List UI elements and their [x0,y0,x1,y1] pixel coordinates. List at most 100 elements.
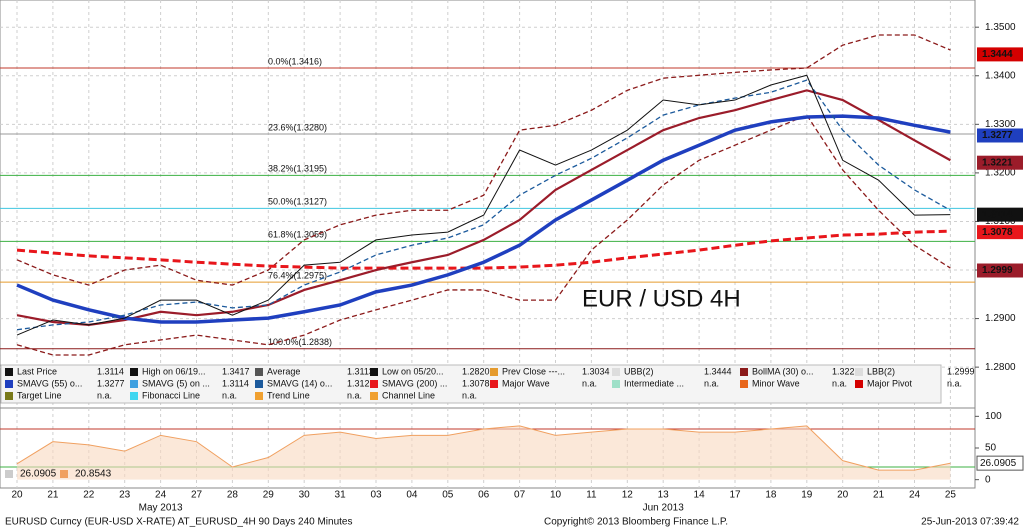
legend-value: n.a. [462,390,477,400]
legend-swatch [5,470,13,478]
legend-swatch [5,392,13,400]
series-line [16,34,951,286]
legend-value: n.a. [347,390,362,400]
legend-name: Fibonacci Line [142,390,200,400]
footer-center: Copyright© 2013 Bloomberg Finance L.P. [544,517,728,528]
legend-swatch [130,380,138,388]
legend-name: Major Wave [502,378,550,388]
fib-label: 100.0%(1.2838) [268,337,332,347]
x-tick-label: 22 [83,490,95,501]
legend-name: Prev Close ---... [502,366,565,376]
x-tick-label: 10 [550,490,562,501]
fib-label: 23.6%(1.3280) [268,122,327,132]
price-box-label: 1.2999 [982,265,1013,276]
footer-left: EURUSD Curncy (EUR-USD X-RATE) AT_EURUSD… [5,517,353,528]
legend-swatch [370,368,378,376]
legend-name: UBB(2) [624,366,654,376]
legend-value: 1.3123 [347,378,375,388]
legend-value: 1.3444 [704,366,732,376]
legend-name: SMAVG (14) o... [267,378,332,388]
x-tick-label: 30 [299,490,311,501]
legend-swatch [255,380,263,388]
x-tick-label: 31 [335,490,347,501]
month-label: May 2013 [139,503,183,514]
legend-name: Last Price [17,366,57,376]
legend-value: 1.3114 [97,366,124,376]
legend-value: n.a. [832,378,847,388]
x-tick-label: 23 [119,490,131,501]
legend-name: Minor Wave [752,378,800,388]
series-line [16,425,951,471]
x-tick-label: 21 [873,490,885,501]
price-box-label: 1.3114 [982,209,1012,220]
legend-name: High on 06/19... [142,366,206,376]
x-tick-label: 06 [478,490,490,501]
footer-right: 25-Jun-2013 07:39:42 [921,517,1019,528]
legend-swatch [490,368,498,376]
price-box [977,47,1023,62]
legend-value: 1.3034 [582,366,610,376]
y-tick-label: 1.2900 [985,313,1016,324]
fib-label: 50.0%(1.3127) [268,197,327,207]
legend-swatch [5,380,13,388]
x-tick-label: 20 [837,490,849,501]
legend-name: Major Pivot [867,378,913,388]
y-tick-label: 1.3400 [985,70,1016,81]
legend-value: 1.3114 [222,378,249,388]
fib-label: 38.2%(1.3195) [268,164,327,174]
y-tick-label: 1.3300 [985,119,1016,130]
x-tick-label: 11 [586,490,597,501]
legend-name: SMAVG (5) on ... [142,378,210,388]
legend-name: Intermediate ... [624,378,684,388]
x-tick-label: 17 [729,490,741,501]
legend-name: Trend Line [267,390,310,400]
legend-value: n.a. [704,378,719,388]
x-tick-label: 27 [191,490,203,501]
legend-swatch [612,368,620,376]
legend-value: n.a. [222,390,237,400]
osc-box-label: 26.0905 [980,458,1017,469]
y-tick-label: 100 [985,411,1002,422]
legend-swatch [130,392,138,400]
month-label: Jun 2013 [643,503,685,514]
x-tick-label: 13 [658,490,670,501]
annotation: EUR / USD 4H [582,285,741,312]
legend-name: Average [267,366,300,376]
y-tick-label: 50 [985,443,997,454]
series-line [16,114,951,324]
legend-name: Channel Line [382,390,435,400]
osc-box [976,455,1024,471]
legend-value: n.a. [582,378,597,388]
legend-swatch [855,380,863,388]
legend-swatch [60,470,68,478]
plot-frame [0,0,976,489]
price-box [977,128,1023,143]
fib-label: 0.0%(1.3416) [268,56,322,66]
x-tick-label: 12 [622,490,634,501]
legend-box [0,364,942,404]
oscillator-area [17,425,951,480]
legend-name: BollMA (30) o... [752,366,814,376]
legend-value: 1.2999 [947,366,975,376]
y-tick-label: 1.2800 [985,362,1016,373]
x-tick-label: 05 [442,490,454,501]
legend-name: SMAVG (55) o... [17,378,82,388]
price-box-label: 1.3277 [982,130,1013,141]
legend-value: 1.3277 [97,378,125,388]
series-line [16,89,951,326]
legend-value: 1.3113 [347,366,374,376]
legend-swatch [855,368,863,376]
legend-swatch [612,380,620,388]
fib-label: 76.4%(1.2975) [268,271,327,281]
price-box [977,225,1023,240]
osc-legend-value: 26.0905 [20,469,57,480]
legend-swatch [130,368,138,376]
legend-swatch [740,368,748,376]
x-tick-label: 03 [370,490,382,501]
x-tick-label: 07 [514,490,526,501]
y-tick-label: 1.3500 [985,22,1016,33]
fib-label: 61.8%(1.3059) [268,230,327,240]
price-box [977,207,1023,222]
price-box [977,263,1023,278]
